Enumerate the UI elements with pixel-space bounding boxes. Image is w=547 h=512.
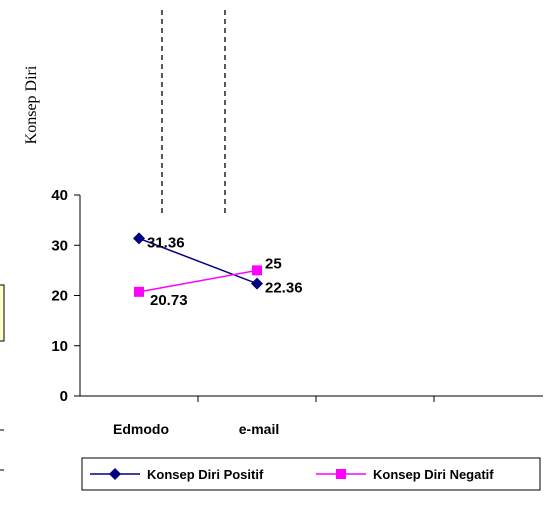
series-line-0 bbox=[138, 237, 258, 285]
legend-label: Konsep Diri Negatif bbox=[373, 467, 494, 482]
y-tick-label: 30 bbox=[51, 237, 68, 254]
data-label: 22.36 bbox=[265, 280, 303, 297]
data-label: 31.36 bbox=[147, 234, 185, 251]
y-tick-label: 10 bbox=[51, 338, 68, 355]
data-label: 25 bbox=[265, 255, 282, 272]
legend: Konsep Diri Positif Konsep Diri Negatif bbox=[81, 457, 541, 491]
y-tick-label: 0 bbox=[60, 388, 68, 405]
series-group bbox=[133, 232, 263, 297]
category-label: Edmodo bbox=[113, 421, 169, 437]
data-label: 20.73 bbox=[150, 292, 188, 309]
legend-box bbox=[81, 457, 541, 491]
y-tick-label: 40 bbox=[51, 187, 68, 204]
y-ticks: 0 10 20 30 40 bbox=[51, 187, 80, 405]
legend-marker-0 bbox=[109, 468, 121, 480]
category-label: e-mail bbox=[239, 421, 279, 437]
category-labels: Edmodo e-mail bbox=[113, 421, 279, 437]
cropped-box-fragment bbox=[0, 284, 5, 342]
data-point-0-0 bbox=[133, 232, 145, 245]
data-point-1-0 bbox=[134, 286, 144, 297]
data-labels: 31.36 22.36 20.73 25 bbox=[147, 234, 303, 308]
data-point-0-1 bbox=[251, 277, 263, 290]
legend-label: Konsep Diri Positif bbox=[147, 467, 264, 482]
series-line-1 bbox=[138, 269, 258, 293]
data-point-1-1 bbox=[252, 265, 262, 276]
y-axis-title: Konsep Diri bbox=[23, 65, 40, 144]
y-tick-label: 20 bbox=[51, 288, 68, 305]
legend-marker-1 bbox=[336, 469, 346, 479]
x-ticks bbox=[197, 396, 435, 402]
